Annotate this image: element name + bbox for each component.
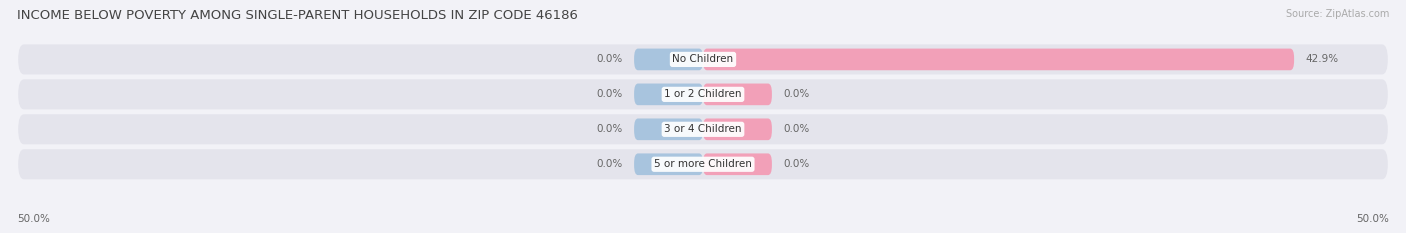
FancyBboxPatch shape [703,84,772,105]
Text: 0.0%: 0.0% [596,159,623,169]
FancyBboxPatch shape [18,44,1388,75]
FancyBboxPatch shape [634,118,703,140]
Text: 42.9%: 42.9% [1305,55,1339,64]
Text: 3 or 4 Children: 3 or 4 Children [664,124,742,134]
FancyBboxPatch shape [18,114,1388,144]
Text: No Children: No Children [672,55,734,64]
Text: 0.0%: 0.0% [596,124,623,134]
Legend: Single Father, Single Mother: Single Father, Single Mother [599,230,807,233]
FancyBboxPatch shape [703,154,772,175]
FancyBboxPatch shape [703,49,1294,70]
FancyBboxPatch shape [634,49,703,70]
FancyBboxPatch shape [18,149,1388,179]
Text: 50.0%: 50.0% [1357,214,1389,224]
Text: 1 or 2 Children: 1 or 2 Children [664,89,742,99]
FancyBboxPatch shape [703,118,772,140]
Text: Source: ZipAtlas.com: Source: ZipAtlas.com [1285,9,1389,19]
FancyBboxPatch shape [634,84,703,105]
Text: 0.0%: 0.0% [783,159,810,169]
FancyBboxPatch shape [634,154,703,175]
FancyBboxPatch shape [18,79,1388,110]
Text: 0.0%: 0.0% [783,124,810,134]
Text: 50.0%: 50.0% [17,214,49,224]
Text: 0.0%: 0.0% [596,55,623,64]
Text: 0.0%: 0.0% [783,89,810,99]
Text: 0.0%: 0.0% [596,89,623,99]
Text: INCOME BELOW POVERTY AMONG SINGLE-PARENT HOUSEHOLDS IN ZIP CODE 46186: INCOME BELOW POVERTY AMONG SINGLE-PARENT… [17,9,578,22]
Text: 5 or more Children: 5 or more Children [654,159,752,169]
